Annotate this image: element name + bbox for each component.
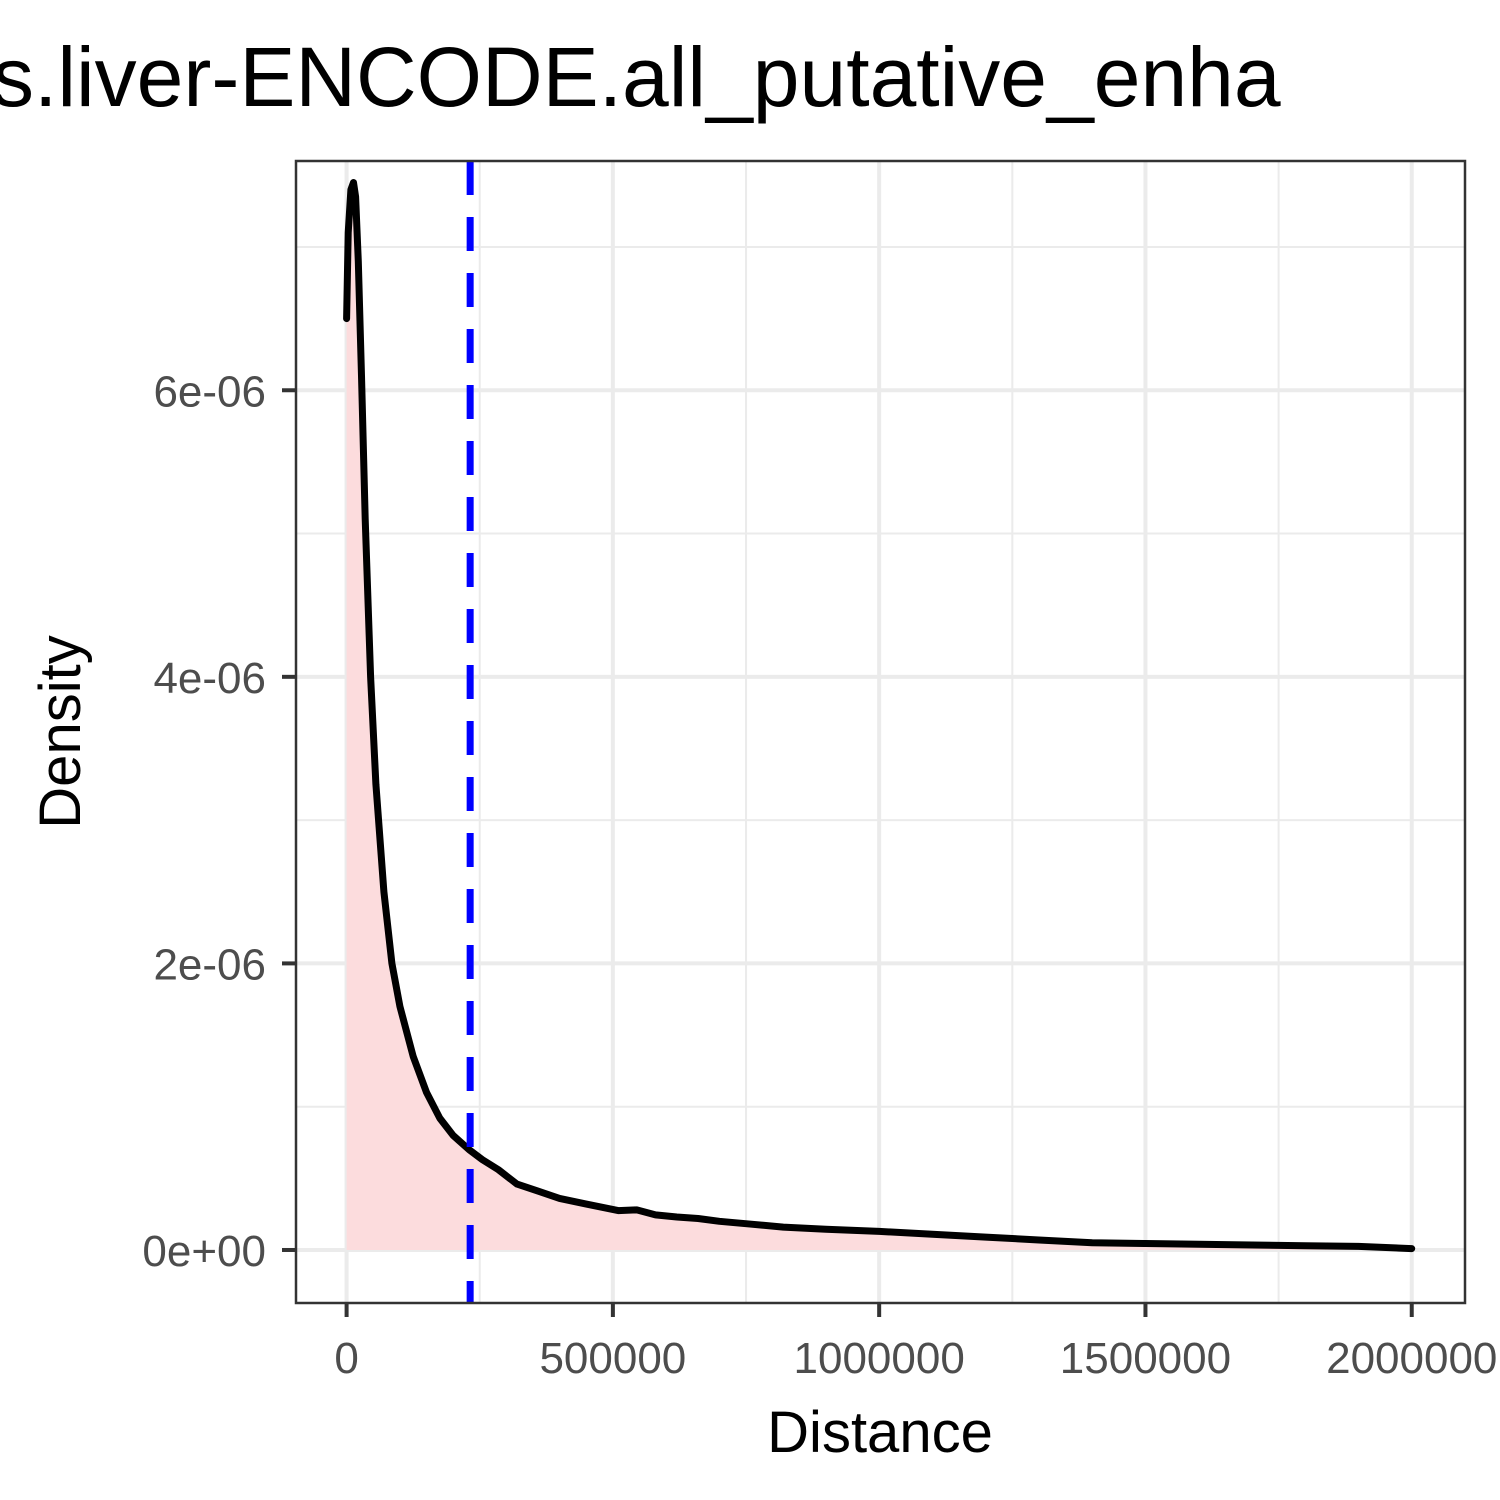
y-tick-label: 6e-06	[153, 367, 266, 416]
chart-title: s.liver-ENCODE.all_putative_enha	[0, 30, 1281, 124]
x-tick-label: 0	[334, 1334, 358, 1383]
y-tick-label: 2e-06	[153, 940, 266, 989]
density-curve-line	[343, 179, 1416, 1253]
y-tick-label: 4e-06	[153, 654, 266, 703]
x-tick-label: 1000000	[794, 1334, 965, 1383]
y-axis-title: Density	[28, 635, 93, 828]
x-axis-title: Distance	[767, 1400, 993, 1465]
y-tick-label: 0e+00	[142, 1227, 266, 1276]
series-layer	[343, 179, 1416, 1253]
y-axis: 0e+00 2e-06 4e-06 6e-06	[142, 367, 296, 1276]
density-area-fill	[346, 182, 1412, 1250]
x-axis: 0 500000 1000000 1500000 2000000	[334, 1303, 1497, 1383]
x-tick-label: 1500000	[1060, 1334, 1231, 1383]
x-tick-label: 2000000	[1326, 1334, 1497, 1383]
x-tick-label: 500000	[539, 1334, 686, 1383]
